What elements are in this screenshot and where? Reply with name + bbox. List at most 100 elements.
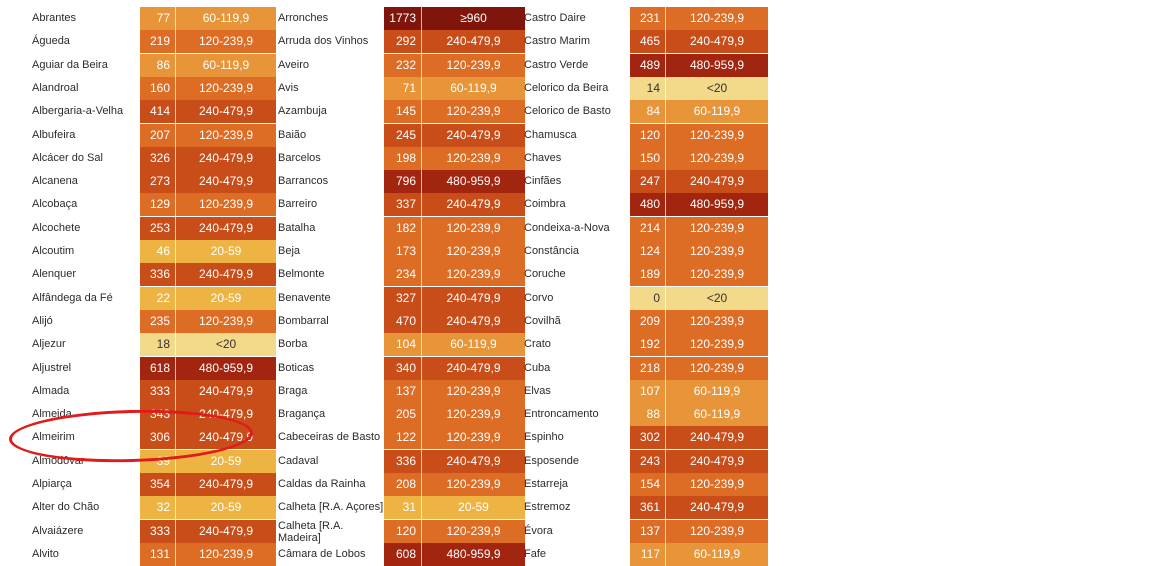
municipality-name: Alcobaça [32,198,78,210]
incidence-value: 154 [630,473,665,496]
municipality-name: Caldas da Rainha [278,478,366,490]
table-row: Celorico da Beira 14 <20 [524,77,768,100]
table-row: Covilhã 209 120-239,9 [524,310,768,333]
incidence-range: <20 [665,287,768,310]
incidence-value: 340 [384,357,421,380]
incidence-range: 120-239,9 [175,124,276,147]
table-row: Calheta [R.A. Açores] 31 20-59 [278,496,525,519]
municipality-name: Cuba [524,362,551,374]
incidence-value: 343 [140,403,175,426]
municipality-name: Aveiro [278,59,309,71]
table-row: Belmonte 234 120-239,9 [278,263,525,286]
municipality-name: Alpiarça [32,478,72,490]
municipality-name: Alfândega da Fé [32,292,113,304]
municipality-name: Câmara de Lobos [278,548,366,560]
incidence-range: 20-59 [421,496,525,519]
municipality-name: Belmonte [278,268,325,280]
incidence-value: 361 [630,496,665,519]
municipality-name: Baião [278,129,307,141]
incidence-range: 60-119,9 [175,7,276,30]
incidence-value: 131 [140,543,175,566]
incidence-range: 240-479,9 [421,310,525,333]
incidence-value: 22 [140,287,175,310]
table-row: Estarreja 154 120-239,9 [524,473,768,496]
incidence-range: 120-239,9 [175,30,276,53]
municipality-name: Entroncamento [524,408,599,420]
incidence-value: 137 [630,520,665,543]
incidence-value: 84 [630,100,665,123]
municipality-name: Chamusca [524,129,577,141]
incidence-value: 46 [140,240,175,263]
municipality-name: Calheta [R.A. Madeira] [278,520,344,544]
incidence-value: 32 [140,496,175,519]
incidence-range: 120-239,9 [421,403,525,426]
table-row: Chaves 150 120-239,9 [524,147,768,170]
incidence-range: 240-479,9 [665,496,768,519]
municipality-name: Alandroal [32,82,79,94]
incidence-range: 240-479,9 [421,124,525,147]
incidence-range: 20-59 [175,450,276,473]
table-row: Alvaiázere 333 240-479,9 [32,520,276,543]
table-row: Alvito 131 120-239,9 [32,543,276,566]
incidence-range: 120-239,9 [421,217,525,240]
incidence-value: 232 [384,54,421,77]
table-row: Águeda 219 120-239,9 [32,30,276,53]
table-row: Alter do Chão 32 20-59 [32,496,276,519]
municipality-name: Alcanena [32,175,78,187]
incidence-value: 302 [630,426,665,449]
incidence-range: 240-479,9 [421,357,525,380]
table-row: Constância 124 120-239,9 [524,240,768,263]
table-row: Barreiro 337 240-479,9 [278,193,525,216]
incidence-value: 608 [384,543,421,566]
incidence-value: 247 [630,170,665,193]
municipality-name: Coruche [524,268,566,280]
incidence-range: 480-959,9 [421,543,525,566]
municipality-name: Albufeira [32,129,76,141]
municipality-name: Corvo [524,292,554,304]
incidence-range: 60-119,9 [665,543,768,566]
incidence-value: 336 [384,450,421,473]
incidence-range: 120-239,9 [665,310,768,333]
incidence-range: 120-239,9 [421,426,525,449]
incidence-value: 219 [140,30,175,53]
incidence-range: 240-479,9 [421,287,525,310]
incidence-value: 104 [384,333,421,356]
municipality-name: Aljustrel [32,362,72,374]
table-row: Almodôvar 39 20-59 [32,450,276,473]
incidence-value: 107 [630,380,665,403]
incidence-value: 71 [384,77,421,100]
incidence-range: 120-239,9 [175,77,276,100]
municipality-name: Barcelos [278,152,321,164]
incidence-value: 182 [384,217,421,240]
municipality-name: Celorico da Beira [524,82,609,94]
municipality-name: Alcochete [32,222,81,234]
municipality-name: Alcácer do Sal [32,152,103,164]
incidence-value: 480 [630,193,665,216]
municipality-name: Alter do Chão [32,501,100,513]
incidence-value: 129 [140,193,175,216]
municipality-name: Condeixa-a-Nova [524,222,610,234]
municipality-name: Alijó [32,315,53,327]
municipality-name: Cinfães [524,175,562,187]
municipality-name: Chaves [524,152,562,164]
incidence-value: 120 [384,520,421,543]
table-row: Corvo 0 <20 [524,287,768,310]
municipality-name: Almodôvar [32,455,85,467]
municipality-name: Castro Verde [524,59,589,71]
table-row: Almada 333 240-479,9 [32,380,276,403]
incidence-value: 145 [384,100,421,123]
municipality-name: Almada [32,385,70,397]
table-row: Castro Daire 231 120-239,9 [524,7,768,30]
incidence-value: 192 [630,333,665,356]
table-row: Bragança 205 120-239,9 [278,403,525,426]
incidence-range: 240-479,9 [421,193,525,216]
table-row: Cabeceiras de Basto 122 120-239,9 [278,426,525,449]
incidence-value: 88 [630,403,665,426]
table-row: Albufeira 207 120-239,9 [32,124,276,147]
incidence-value: 122 [384,426,421,449]
table-row: Cadaval 336 240-479,9 [278,450,525,473]
incidence-range: 240-479,9 [175,380,276,403]
municipality-name: Aljezur [32,338,66,350]
incidence-value: 1773 [384,7,421,30]
incidence-range: 120-239,9 [665,147,768,170]
